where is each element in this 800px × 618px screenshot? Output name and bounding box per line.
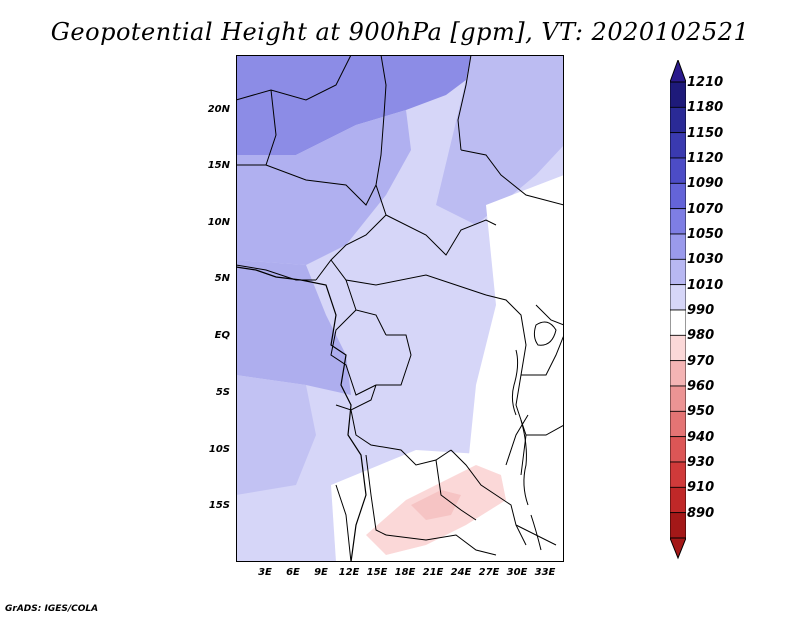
lon-label-21e: 21E: [422, 567, 444, 578]
lat-label-5s: 5S: [215, 387, 230, 398]
lat-label-15n: 15N: [207, 160, 230, 171]
colorbar-swatch: [670, 81, 686, 108]
colorbar-level-label: 890: [687, 505, 715, 521]
colorbar-swatch: [670, 410, 686, 438]
colorbar-level-label: 990: [687, 303, 715, 318]
colorbar-level-label: 1050: [687, 227, 724, 242]
colorbar-swatch: [670, 360, 686, 387]
colorbar-level-label: 930: [687, 455, 715, 470]
colorbar-swatch: [670, 461, 686, 488]
colorbar-level-label: 940: [687, 429, 715, 445]
map-panel: [236, 55, 564, 562]
lon-label-18e: 18E: [394, 567, 416, 578]
colorbar-level-label: 1210: [687, 75, 724, 90]
colorbar-swatch: [670, 385, 686, 412]
lon-label-27e: 27E: [478, 567, 500, 578]
lon-label-9e: 9E: [314, 567, 328, 578]
colorbar-level-label: 1180: [687, 100, 724, 116]
colorbar-swatch: [670, 309, 686, 336]
colorbar-level-label: 1090: [687, 176, 724, 192]
map-title: Geopotential Height at 900hPa [gpm], VT:…: [50, 18, 750, 46]
colorbar-swatch: [670, 284, 686, 311]
colorbar-level-label: 1010: [687, 277, 724, 293]
colorbar-level-label: 970: [687, 353, 715, 369]
great-lakes: [511, 321, 557, 551]
colorbar-swatch: [670, 208, 686, 235]
colorbar-level-label: 980: [687, 328, 715, 344]
lon-label-33e: 33E: [534, 567, 556, 578]
lon-label-24e: 24E: [450, 567, 472, 578]
grads-credit: GrADS: IGES/COLA: [5, 604, 99, 614]
colorbar-swatch: [670, 233, 686, 260]
lat-label-10s: 10S: [208, 444, 230, 455]
colorbar-swatch: [670, 157, 686, 184]
lon-label-30e: 30E: [506, 567, 528, 578]
colorbar-level-label: 1030: [687, 252, 724, 268]
colorbar-swatch: [670, 486, 686, 514]
colorbar-swatch: [670, 182, 686, 210]
colorbar: [670, 60, 686, 560]
colorbar-swatch: [670, 436, 686, 463]
lon-label-12e: 12E: [338, 567, 360, 578]
geopotential-height-map: [236, 55, 564, 562]
lon-label-3e: 3E: [258, 567, 272, 578]
lat-label-5n: 5N: [214, 273, 230, 284]
colorbar-level-label: 960: [687, 379, 715, 394]
colorbar-level-label: 910: [687, 480, 715, 496]
colorbar-level-label: 1150: [687, 125, 724, 141]
colorbar-swatch: [670, 512, 686, 539]
country-borders: [236, 55, 564, 562]
colorbar-level-label: 950: [687, 404, 715, 420]
colorbar-swatch: [670, 132, 686, 159]
colorbar-swatch: [670, 258, 686, 286]
colorbar-swatch: [670, 334, 686, 362]
colorbar-level-label: 1120: [687, 151, 724, 166]
coastline: [236, 266, 367, 562]
colorbar-swatch: [670, 106, 686, 134]
lat-label-20n: 20N: [207, 104, 230, 115]
colorbar-level-label: 1070: [687, 201, 724, 217]
lat-label-eq: EQ: [214, 330, 230, 341]
lon-label-15e: 15E: [366, 567, 388, 578]
lat-label-10n: 10N: [207, 217, 230, 228]
lat-label-15s: 15S: [208, 500, 230, 511]
lon-label-6e: 6E: [286, 567, 300, 578]
